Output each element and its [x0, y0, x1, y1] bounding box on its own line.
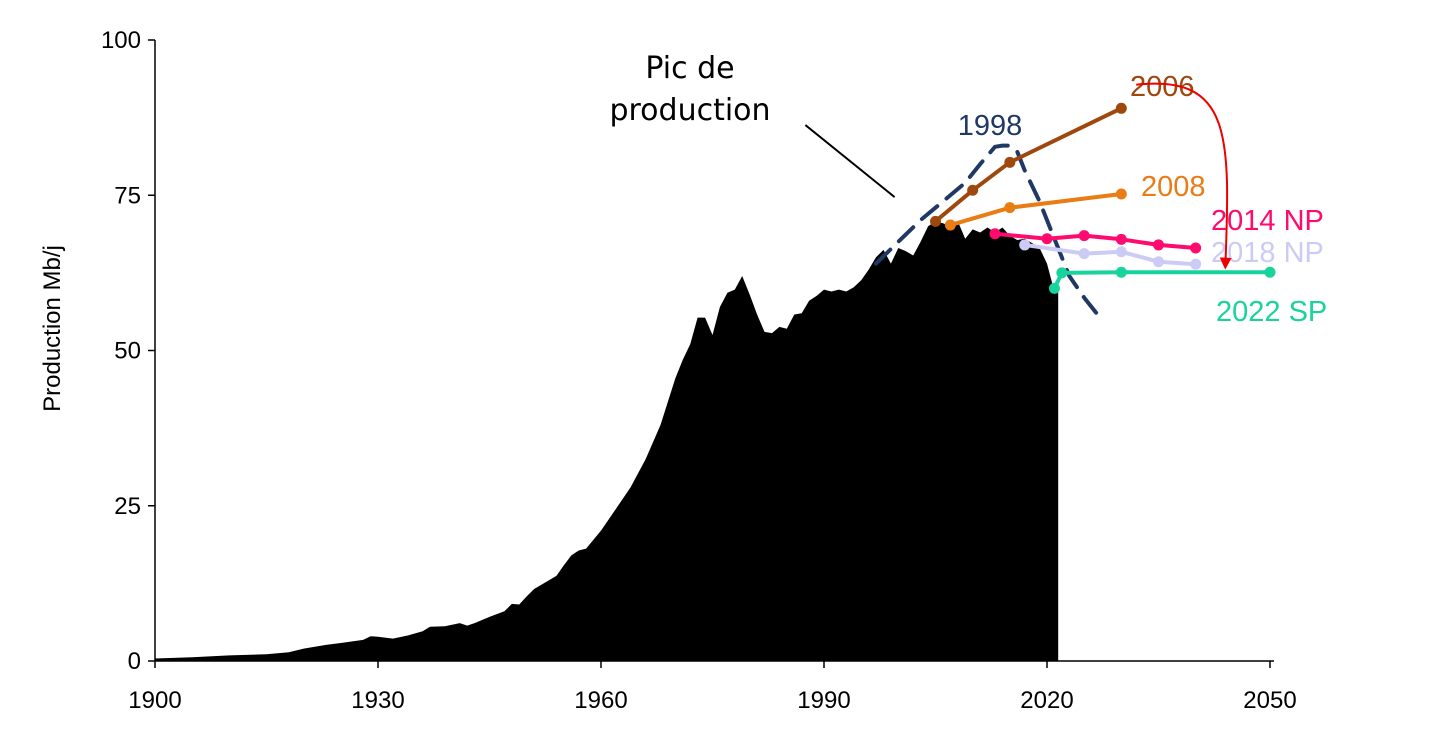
series-point-2008	[1115, 188, 1127, 200]
series-point-2022-sp	[1048, 282, 1060, 294]
series-point-2014-np	[989, 228, 1001, 240]
historical-area-layer	[155, 221, 1059, 662]
y-tick-labels: 0 25 50 75 100	[101, 27, 141, 675]
series-point-2008	[944, 219, 956, 231]
series-line-2008	[948, 192, 1124, 228]
series-point-2018-np	[1115, 246, 1127, 258]
series-point-2018-np	[1153, 256, 1164, 268]
series-line-2006	[933, 106, 1124, 224]
x-tick-label: 1960	[574, 687, 627, 714]
series-label-1998: 1998	[958, 110, 1023, 142]
series-2008	[944, 188, 1127, 231]
historical-production-area	[155, 221, 1059, 662]
series-point-2006	[967, 184, 979, 196]
series-label-2022-sp: 2022 SP	[1216, 296, 1327, 328]
series-point-2014-np	[1041, 233, 1053, 245]
series-point-2018-np	[1078, 248, 1090, 260]
y-tick-label: 50	[114, 338, 141, 365]
series-point-2022-sp	[1056, 267, 1068, 279]
annotation-text-line: Pic de	[645, 51, 734, 86]
series-point-2018-np	[1190, 258, 1202, 270]
series-label-2008: 2008	[1141, 171, 1206, 203]
series-2014-np	[989, 228, 1202, 254]
y-tick-label: 0	[128, 648, 141, 675]
series-point-2014-np	[1115, 233, 1127, 245]
x-tick-labels: 1900 1930 1960 1990 2020 2050	[128, 687, 1296, 714]
series-1998	[874, 143, 1101, 319]
series-point-2006	[930, 215, 941, 227]
series-point-2008	[1004, 202, 1016, 214]
series-2006	[930, 102, 1127, 227]
x-tick-label: 2020	[1020, 687, 1073, 714]
y-axis-title: Production Mb/j	[39, 245, 66, 412]
axes	[148, 39, 1274, 668]
annotation-text-line: production	[609, 93, 770, 128]
forecast-series-layer	[874, 102, 1276, 319]
x-tick-label: 1990	[797, 687, 850, 714]
x-tick-label: 2050	[1243, 687, 1296, 714]
trend-arrow	[1136, 82, 1232, 270]
x-tick-label: 1930	[351, 687, 404, 714]
series-point-2022-sp	[1264, 266, 1276, 278]
x-tick-label: 1900	[128, 687, 181, 714]
trend-arrow-path	[1136, 82, 1232, 270]
peak-annotation: Pic de production	[609, 51, 896, 198]
series-label-2018-np: 2018 NP	[1211, 237, 1324, 269]
series-label-2014-np: 2014 NP	[1211, 205, 1324, 237]
series-point-2014-np	[1153, 239, 1164, 251]
series-point-2018-np	[1019, 239, 1031, 251]
series-line-2014-np	[993, 231, 1198, 250]
series-point-2014-np	[1190, 242, 1202, 254]
series-2022-sp	[1048, 266, 1276, 294]
annotation-pointer-line	[804, 124, 896, 198]
series-line-2022-sp	[1052, 270, 1272, 291]
y-tick-label: 25	[114, 493, 141, 520]
y-tick-label: 75	[114, 182, 141, 209]
y-tick-label: 100	[101, 27, 141, 54]
series-point-2014-np	[1078, 230, 1090, 242]
series-line-1998	[874, 143, 1101, 319]
series-point-2006	[1004, 156, 1016, 168]
series-point-2022-sp	[1115, 266, 1127, 278]
series-2018-np	[1019, 239, 1202, 270]
series-point-2006	[1115, 102, 1127, 114]
